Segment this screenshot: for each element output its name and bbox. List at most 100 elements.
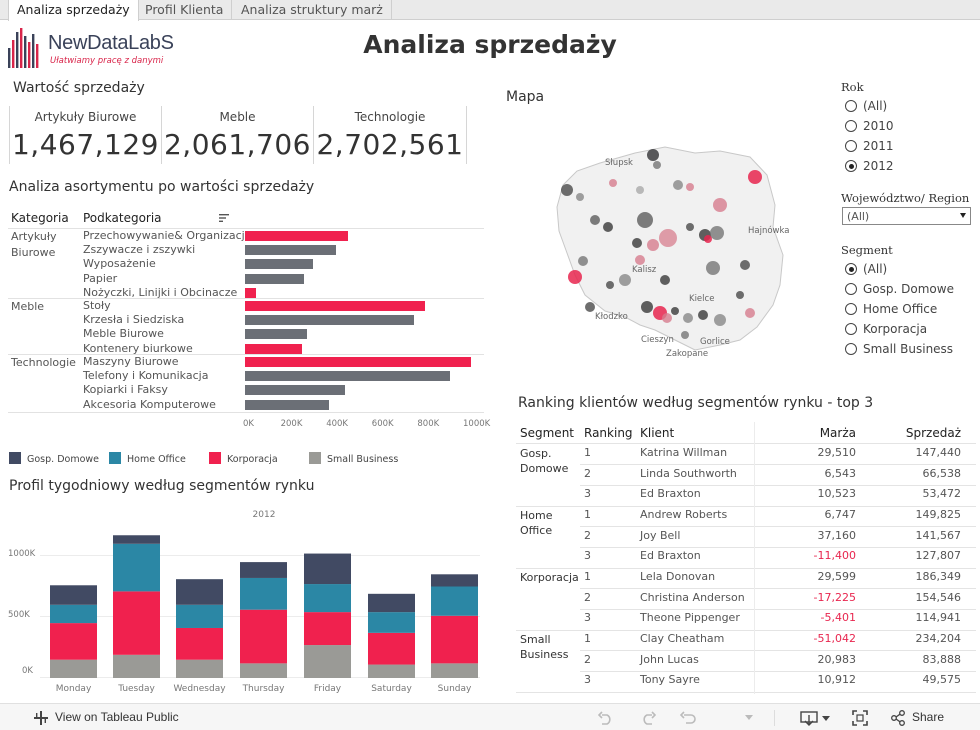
ranking-client[interactable]: Lela Donovan: [640, 570, 716, 583]
revert-icon[interactable]: [680, 710, 698, 726]
year-option[interactable]: (All): [845, 99, 887, 113]
legend-item[interactable]: Gosp. Domowe: [9, 452, 99, 465]
poland-map[interactable]: [545, 135, 785, 360]
tab-analiza-sprzedazy[interactable]: Analiza sprzedaży: [8, 0, 139, 21]
subcategory-bar[interactable]: [245, 399, 330, 410]
segment-option[interactable]: Gosp. Domowe: [845, 282, 954, 296]
subcategory-label: Nożyczki, Linijki i Obcinacze: [83, 285, 238, 299]
year-option[interactable]: 2011: [845, 139, 894, 153]
category-label: Artykuły Biurowe: [11, 230, 57, 259]
subcategory-bar[interactable]: [245, 343, 302, 354]
weekly-bar-segment[interactable]: [50, 659, 97, 678]
sort-icon[interactable]: [218, 212, 230, 224]
weekly-bar-segment[interactable]: [50, 585, 97, 605]
y-tick-label: 0K: [22, 666, 33, 676]
fullscreen-icon[interactable]: [852, 710, 868, 726]
map-label-cieszyn: Cieszyn: [641, 335, 674, 345]
legend-item[interactable]: Korporacja: [209, 452, 278, 465]
weekly-bar-segment[interactable]: [50, 604, 97, 624]
weekly-bar-segment[interactable]: [368, 632, 415, 665]
subcategory-bar[interactable]: [245, 231, 348, 241]
ranking-client[interactable]: Ed Braxton: [640, 487, 701, 500]
subcategory-bar[interactable]: [245, 301, 426, 311]
ranking-client[interactable]: Ed Braxton: [640, 549, 701, 562]
row-divider: [580, 464, 976, 465]
weekly-bar-segment[interactable]: [304, 553, 351, 585]
subcategory-bar[interactable]: [245, 385, 346, 396]
weekly-bar-segment[interactable]: [431, 574, 478, 587]
legend-item[interactable]: Home Office: [109, 452, 186, 465]
ranking-rank: 2: [584, 590, 591, 604]
weekly-bar-segment[interactable]: [240, 663, 287, 678]
ranking-rank: 1: [584, 632, 591, 645]
segment-option[interactable]: Home Office: [845, 302, 937, 316]
group-divider: [516, 568, 976, 569]
subcategory-label: Papier: [83, 271, 118, 285]
weekly-bar-segment[interactable]: [50, 623, 97, 660]
divider: [8, 412, 484, 413]
subcategory-bar[interactable]: [245, 245, 337, 256]
weekly-bar-segment[interactable]: [240, 577, 287, 610]
kpi-value: 1,467,129: [11, 128, 159, 161]
ranking-client[interactable]: Theone Pippenger: [640, 611, 740, 624]
weekly-bar-segment[interactable]: [176, 604, 223, 628]
weekly-bar-segment[interactable]: [113, 654, 160, 678]
subcategory-bar[interactable]: [245, 287, 257, 298]
subcategory-bar[interactable]: [245, 259, 314, 270]
weekly-bar-segment[interactable]: [431, 615, 478, 664]
ranking-client[interactable]: Katrina Willman: [640, 446, 728, 459]
subcategory-bar[interactable]: [245, 273, 305, 284]
weekly-bar-segment[interactable]: [304, 645, 351, 678]
ranking-client[interactable]: Tony Sayre: [640, 673, 700, 686]
weekly-bar-segment[interactable]: [368, 664, 415, 678]
redo-icon[interactable]: [638, 710, 656, 726]
column-header-kategoria[interactable]: Kategoria: [11, 211, 69, 225]
legend-item[interactable]: Small Business: [309, 452, 398, 465]
column-header-podkategoria[interactable]: Podkategoria: [83, 211, 162, 225]
weekly-bar-segment[interactable]: [240, 609, 287, 664]
weekly-bar-segment[interactable]: [113, 591, 160, 655]
tab-profil-klienta[interactable]: Profil Klienta: [137, 0, 233, 20]
weekly-chart: [50, 535, 478, 678]
revert-dropdown-icon[interactable]: [744, 714, 754, 722]
year-option[interactable]: 2012: [845, 159, 894, 173]
divider: [774, 710, 775, 726]
weekly-bar-segment[interactable]: [176, 579, 223, 605]
subcategory-bar[interactable]: [245, 357, 471, 367]
subcategory-bar[interactable]: [245, 371, 451, 382]
ranking-client[interactable]: Andrew Roberts: [640, 508, 728, 521]
segment-option[interactable]: Korporacja: [845, 322, 927, 336]
weekly-bar-segment[interactable]: [113, 543, 160, 592]
weekly-bar-segment[interactable]: [431, 586, 478, 616]
ranking-client[interactable]: Christina Anderson: [640, 590, 745, 604]
ranking-client[interactable]: Clay Cheatham: [640, 632, 725, 645]
map-label-slupsk: Słupsk: [605, 158, 633, 168]
region-select[interactable]: (All): [842, 207, 971, 225]
ranking-client[interactable]: Linda Southworth: [640, 466, 737, 480]
view-on-tableau-link[interactable]: View on Tableau Public: [55, 710, 179, 724]
tab-analiza-struktury-marz[interactable]: Analiza struktury marż: [233, 0, 392, 20]
weekly-bar-segment[interactable]: [368, 593, 415, 613]
share-button[interactable]: Share: [912, 710, 945, 724]
undo-icon[interactable]: [598, 710, 616, 726]
weekly-bar-segment[interactable]: [240, 562, 287, 578]
weekly-bar-segment[interactable]: [431, 663, 478, 678]
weekly-bar-segment[interactable]: [304, 584, 351, 613]
download-icon[interactable]: [800, 710, 834, 726]
subcategory-bar[interactable]: [245, 315, 414, 326]
weekly-bar-segment[interactable]: [176, 659, 223, 678]
radio-icon: [845, 263, 857, 275]
share-icon[interactable]: [890, 710, 906, 726]
weekly-bar-segment[interactable]: [113, 535, 160, 544]
ranking-client[interactable]: John Lucas: [640, 652, 699, 666]
ranking-rank: 1: [584, 508, 591, 521]
segment-option[interactable]: Small Business: [845, 342, 953, 356]
weekly-bar-segment[interactable]: [368, 612, 415, 633]
segment-option[interactable]: (All): [845, 262, 887, 276]
weekly-bar-segment[interactable]: [304, 612, 351, 646]
weekly-bar-segment[interactable]: [176, 627, 223, 660]
column-divider: [754, 422, 755, 694]
year-option[interactable]: 2010: [845, 119, 894, 133]
ranking-client[interactable]: Joy Bell: [640, 528, 681, 542]
subcategory-bar[interactable]: [245, 329, 307, 340]
